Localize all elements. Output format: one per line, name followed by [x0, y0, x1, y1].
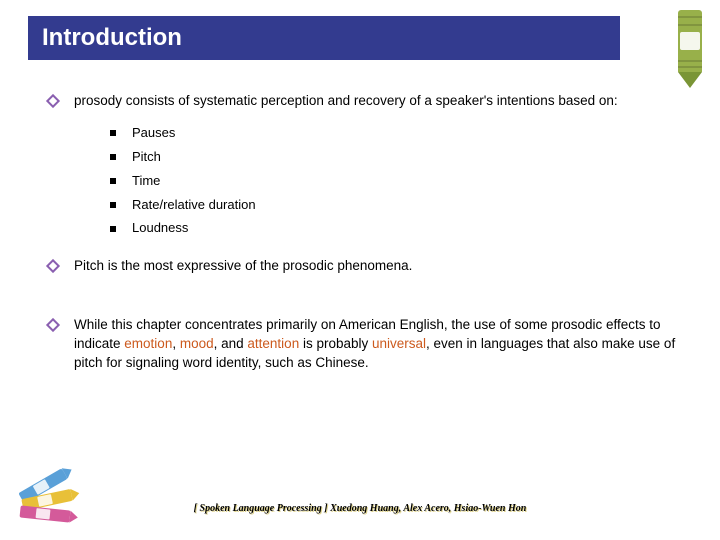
crayon-green-icon [678, 10, 702, 88]
sub-bullet-text: Pitch [132, 149, 161, 166]
sub-bullet-text: Loudness [132, 220, 188, 237]
sub-bullet-item: Rate/relative duration [110, 197, 678, 214]
square-bullet-icon [110, 226, 116, 232]
bullet-text: prosody consists of systematic perceptio… [74, 92, 631, 111]
title-bar: Introduction [28, 16, 620, 60]
slide-content: prosody consists of systematic perceptio… [48, 92, 678, 377]
sub-bullet-item: Pitch [110, 149, 678, 166]
square-bullet-icon [110, 178, 116, 184]
sub-bullet-item: Loudness [110, 220, 678, 237]
crayon-pink-icon [20, 505, 71, 522]
bullet-text: Pitch is the most expressive of the pros… [74, 257, 412, 276]
diamond-bullet-icon [46, 259, 60, 273]
crayon-decor-top [678, 10, 702, 93]
square-bullet-icon [110, 202, 116, 208]
bullet-item: While this chapter concentrates primaril… [48, 316, 678, 373]
slide-title: Introduction [42, 24, 182, 52]
bullet-item: Pitch is the most expressive of the pros… [48, 257, 678, 276]
bullet-text: While this chapter concentrates primaril… [74, 316, 678, 373]
sub-bullet-text: Pauses [132, 125, 175, 142]
footer-citation: [ Spoken Language Processing ] Xuedong H… [0, 503, 720, 514]
sub-bullet-item: Pauses [110, 125, 678, 142]
crayon-decor-bottom [14, 476, 86, 526]
sub-bullet-text: Rate/relative duration [132, 197, 256, 214]
sub-bullet-text: Time [132, 173, 160, 190]
bullet-item: prosody consists of systematic perceptio… [48, 92, 678, 111]
sub-bullet-item: Time [110, 173, 678, 190]
square-bullet-icon [110, 130, 116, 136]
diamond-bullet-icon [46, 318, 60, 332]
sub-list: Pauses Pitch Time Rate/relative duration Lou… [110, 125, 678, 237]
diamond-bullet-icon [46, 94, 60, 108]
square-bullet-icon [110, 154, 116, 160]
